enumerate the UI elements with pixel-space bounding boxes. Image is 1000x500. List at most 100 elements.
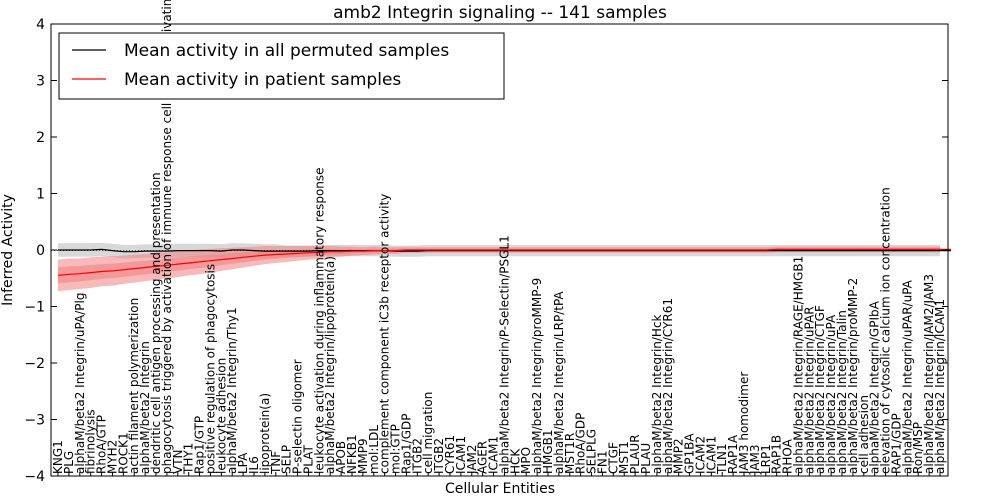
- x-tick-label: alphaM/beta2 Integrin/CYR61: [661, 298, 675, 474]
- legend-label-patient: Mean activity in patient samples: [124, 70, 401, 90]
- y-tick-label: 3: [36, 74, 45, 90]
- x-tick-label: MYH2: [105, 440, 119, 474]
- x-tick-label: TLN1: [715, 443, 729, 475]
- y-tick-label: −1: [24, 300, 45, 316]
- x-tick-label: RAP1A: [726, 434, 740, 474]
- x-tick-label: leukocyte adhesion: [214, 358, 228, 474]
- x-tick-label: cell migration: [421, 392, 435, 474]
- x-tick-label: alphaM/beta2 Integrin/uPAR/uPA: [900, 279, 914, 474]
- x-tick-label: RHOA: [781, 438, 795, 474]
- x-tick-label: complement component iC3b receptor activ…: [378, 194, 392, 474]
- x-tick-label: LPA: [236, 452, 250, 474]
- x-tick-label: VTN: [171, 449, 185, 474]
- x-tick-label: CTGF: [606, 442, 620, 474]
- x-tick-label: ROCK1: [116, 432, 130, 474]
- x-tick-label: alphaM/beta2 Integrin/uPA/Plg: [73, 293, 87, 474]
- x-tick-label: alphaM/beta2 Integrin/proMMP-2: [846, 278, 860, 474]
- x-tick-label: RhoA/GTP: [95, 415, 109, 474]
- x-tick-label: JAM3 homodimer: [737, 372, 751, 475]
- x-tick-label: alphaM/beta2 Integrin/GPIbA: [868, 300, 882, 474]
- x-tick-label: alphaM/beta2 Integrin/ICAM1: [933, 299, 947, 474]
- x-tick-label: alphaM/beta2 Integrin: [138, 341, 152, 474]
- x-tick-label: SELPLG: [585, 429, 599, 474]
- x-tick-label: alphaM/beta2 Integrin/Talin: [835, 310, 849, 474]
- x-tick-label: NFKB1: [345, 434, 359, 474]
- y-tick-label: −2: [24, 356, 45, 372]
- series-line-patient: [57, 248, 951, 276]
- x-tick-label: ICAM1: [704, 436, 718, 474]
- x-tick-label: P-selectin oligomer: [291, 359, 305, 474]
- x-tick-label: alphaM/beta2 Integrin/lipoprotein(a): [323, 256, 337, 474]
- x-tick-label: MMP9: [356, 438, 370, 474]
- y-tick-label: −4: [24, 469, 45, 485]
- x-tick-label: ITGB2: [410, 438, 424, 474]
- x-tick-label: alphaM/beta2 Integrin/uPAR: [802, 306, 816, 474]
- x-tick-label: RAP1/GDP: [889, 413, 903, 474]
- x-tick-label: alphaM/beta2 Integrin/Hck: [650, 314, 664, 474]
- y-tick-label: 4: [36, 17, 45, 33]
- x-tick-label: APOB: [334, 441, 348, 474]
- x-tick-label: PLAUR: [628, 434, 642, 474]
- x-tick-label: KNG1: [51, 440, 65, 474]
- x-tick-label: LRP1: [759, 444, 773, 474]
- x-tick-label: THY1: [182, 443, 196, 475]
- x-tick-label: GP1BA: [683, 433, 697, 474]
- x-tick-label: alphaM/beta2 Integrin/Thy1: [225, 307, 239, 474]
- x-tick-label: alphaM/beta2 Integrin/proMMP-9: [530, 278, 544, 474]
- x-tick-label: Rap1/GTP: [193, 416, 207, 474]
- x-tick-label: phagocytosis triggered by activation of …: [160, 0, 174, 474]
- chart-title: amb2 Integrin signaling -- 141 samples: [333, 3, 667, 23]
- x-tick-label: MPO: [519, 447, 533, 474]
- y-tick-label: 2: [36, 130, 45, 146]
- x-tick-label: cell adhesion: [857, 395, 871, 474]
- x-tick-label: positive regulation of phagocytosis: [203, 264, 217, 474]
- x-tick-label: Ron/MSP: [911, 422, 925, 474]
- y-tick-label: 0: [36, 243, 45, 259]
- x-tick-label: lipoprotein(a): [258, 393, 272, 474]
- legend: Mean activity in all permuted samples Me…: [58, 32, 505, 100]
- x-tick-label: RhoA/GDP: [574, 413, 588, 474]
- x-tick-label: HCK: [508, 448, 522, 474]
- x-tick-label: MST1: [617, 441, 631, 474]
- legend-label-permuted: Mean activity in all permuted samples: [124, 41, 449, 61]
- x-tick-label: FN1: [595, 450, 609, 474]
- x-axis-label: Cellular Entities: [445, 481, 555, 497]
- x-tick-label: HMGB1: [541, 429, 555, 474]
- x-tick-label: ICAM1: [487, 436, 501, 474]
- x-tick-label: JAM2: [465, 444, 479, 475]
- x-tick-label: PLAU: [639, 443, 653, 474]
- x-tick-label: alphaM/beta2 Integrin/JAM2/JAM3: [922, 274, 936, 474]
- x-tick-label: alphaM/beta2 Integrin/uPA: [824, 314, 838, 474]
- x-tick-label: ICAM2: [693, 436, 707, 474]
- x-tick-label: TNF: [269, 451, 283, 475]
- x-tick-label: dendritic cell antigen processing and pr…: [149, 172, 163, 474]
- x-tick-label: alphaM/beta2 Integrin/CTGF: [813, 305, 827, 474]
- patient-band-inner: [58, 248, 940, 284]
- x-tick-label: Rap1/GDP: [399, 414, 413, 475]
- x-tick-label: PLG: [62, 451, 76, 474]
- x-tick-label: PLAT: [301, 445, 315, 474]
- x-tick-label: leukocyte activation during inflammatory…: [312, 167, 326, 474]
- x-tick-label: alphaM/beta2 Integrin/LRP/tPA: [552, 291, 566, 474]
- x-tick-label: ITGB2: [432, 438, 446, 474]
- x-tick-label: RAP1B: [770, 435, 784, 474]
- x-tick-label: alphaM/beta2 Integrin/RAGE/HMGB1: [791, 256, 805, 474]
- y-axis-label: Inferred Activity: [0, 194, 16, 306]
- y-tick-label: −3: [24, 413, 45, 429]
- x-tick-label: MMP2: [672, 438, 686, 474]
- x-tick-label: fibrinolysis: [84, 409, 98, 474]
- x-tick-label: mol:GTP: [389, 424, 403, 474]
- x-tick-label: alphaM/beta2 Integrin/P-Selectin/PSGL1: [497, 235, 511, 474]
- x-tick-label: CYR61: [443, 435, 457, 474]
- x-tick-label: SELP: [280, 445, 294, 474]
- x-tick-label: mol:LDL: [367, 425, 381, 474]
- y-tick-label: 1: [36, 187, 45, 203]
- legend-box: [58, 32, 505, 100]
- x-tick-label: JAM3: [748, 444, 762, 475]
- x-tick-label: IL6: [247, 456, 261, 474]
- x-tick-label: actin filament polymerization: [127, 298, 141, 474]
- x-tick-label: AGER: [476, 441, 490, 474]
- x-tick-label: ICAM1: [454, 436, 468, 474]
